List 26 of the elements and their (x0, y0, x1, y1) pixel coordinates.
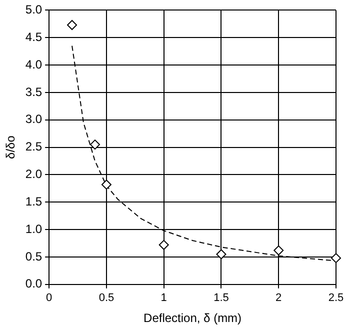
point (90, 140, 100, 150)
y-tick-label: 4.5 (25, 30, 42, 44)
x-tick-label: 2.5 (328, 292, 344, 304)
x-tick-label: 1.5 (214, 292, 229, 304)
y-tick-label: 3.5 (25, 84, 42, 99)
point (158, 240, 169, 250)
x-tick-label: 0 (46, 292, 52, 304)
y-tick-label: 3.0 (25, 112, 42, 126)
point (216, 249, 226, 260)
point (101, 180, 112, 190)
x-tick-label: 0.5 (98, 292, 114, 304)
y-tick-label: 0.5 (25, 249, 42, 264)
point (331, 253, 341, 264)
y-tick-label: 1.0 (25, 222, 42, 236)
point (67, 20, 78, 30)
y-tick-label: 2.0 (25, 167, 42, 182)
y-tick-label: 1.5 (25, 194, 42, 208)
y-tick-label: 0.0 (25, 276, 42, 291)
x-axis-title: Deflection, δ (mm) (144, 311, 242, 326)
y-tick-label: 2.5 (25, 140, 42, 154)
x-tick-label: 1 (160, 292, 167, 304)
point (274, 245, 284, 256)
y-tick-label: 5.0 (25, 2, 42, 17)
y-axis-title: δ/δo (4, 135, 18, 159)
x-tick-label: 2 (276, 292, 282, 304)
y-tick-label: 4.0 (25, 57, 42, 72)
